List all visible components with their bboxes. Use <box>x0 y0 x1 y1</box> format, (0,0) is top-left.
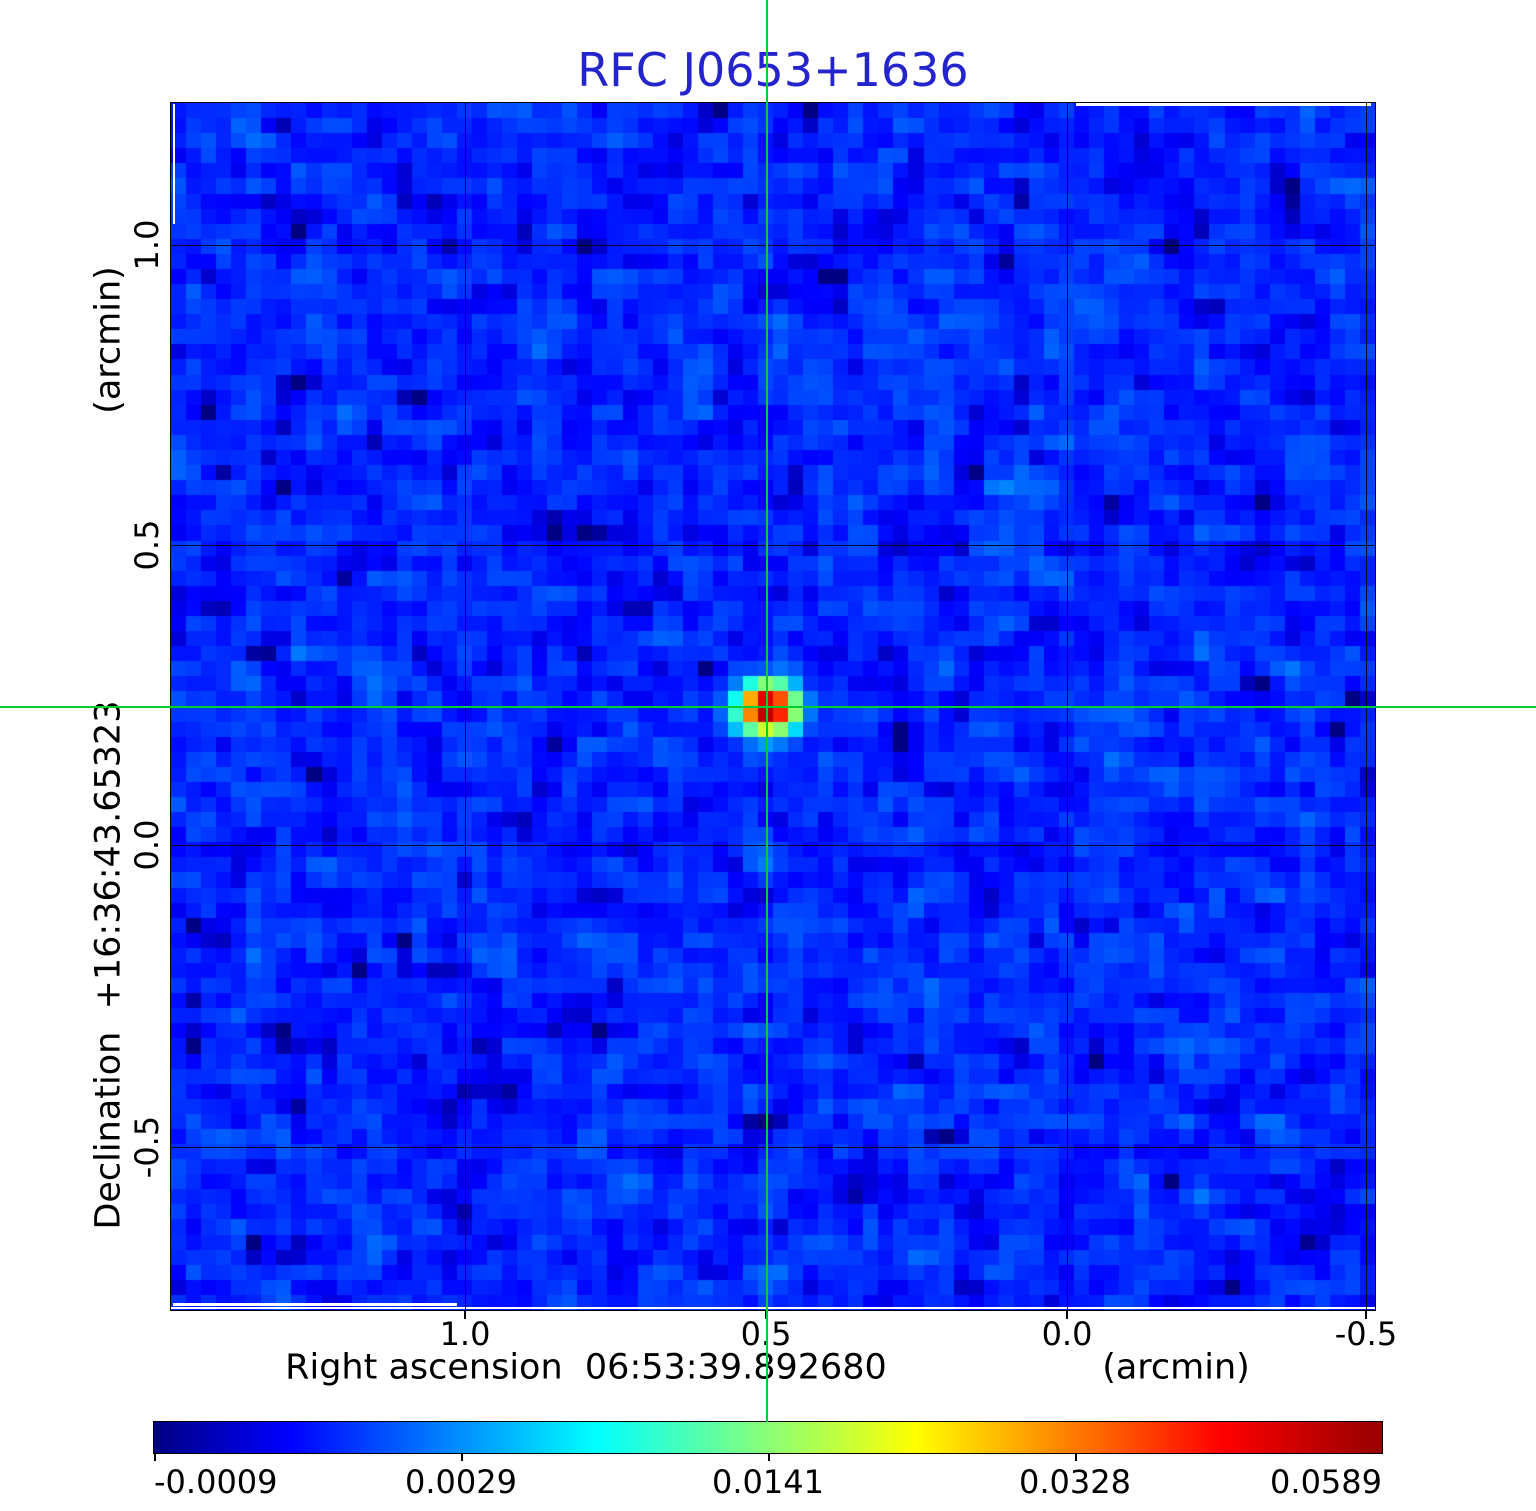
colorbar <box>153 1421 1383 1461</box>
y-axis-tick-label: 0.0 <box>128 819 166 871</box>
colorbar-tick-label: -0.0009 <box>154 1463 278 1501</box>
grid-line-horizontal <box>171 845 1375 847</box>
colorbar-tick-label: 0.0141 <box>712 1463 824 1501</box>
grid-line-horizontal <box>171 1147 1375 1149</box>
frame-artifact-bottom-left <box>173 1303 457 1306</box>
frame-artifact-top-right <box>1076 103 1371 106</box>
x-axis-tick-mark <box>1066 1310 1069 1319</box>
grid-line-horizontal <box>171 545 1375 546</box>
crosshair-horizontal-line <box>0 706 1536 708</box>
crosshair-vertical-line <box>766 0 768 1422</box>
colorbar-tick-mark <box>768 1453 770 1461</box>
colorbar-tick-label: 0.0328 <box>1019 1463 1131 1501</box>
figure-title: RFC J0653+1636 <box>577 43 969 97</box>
y-axis-label: Declination +16:36:43.65323 <box>88 700 129 1230</box>
x-axis-tick-label: 0.0 <box>1041 1315 1093 1353</box>
colorbar-tick-label: 0.0029 <box>405 1463 517 1501</box>
colorbar-tick-mark <box>154 1453 156 1461</box>
frame-artifact-left <box>173 104 175 224</box>
x-unit-label: (arcmin) <box>1102 1347 1250 1388</box>
x-axis-tick-label: 1.0 <box>439 1315 491 1353</box>
frame-artifact-bottom <box>171 1307 1375 1309</box>
colorbar-gradient <box>154 1422 1382 1453</box>
x-axis-tick-label: -0.5 <box>1334 1315 1398 1353</box>
colorbar-tick-mark <box>1075 1453 1077 1461</box>
y-axis-tick-label: -0.5 <box>128 1115 166 1179</box>
x-axis-label: Right ascension 06:53:39.892680 <box>285 1347 887 1388</box>
y-axis-tick-label: 1.0 <box>128 219 166 271</box>
colorbar-tick-mark <box>461 1453 463 1461</box>
grid-line-horizontal <box>171 245 1375 247</box>
x-axis-tick-mark <box>464 1310 467 1319</box>
y-axis-tick-label: 0.5 <box>128 519 166 571</box>
x-axis-tick-mark <box>1364 1310 1367 1319</box>
y-unit-label: (arcmin) <box>88 266 129 414</box>
colorbar-tick-label: 0.0589 <box>1270 1463 1382 1501</box>
